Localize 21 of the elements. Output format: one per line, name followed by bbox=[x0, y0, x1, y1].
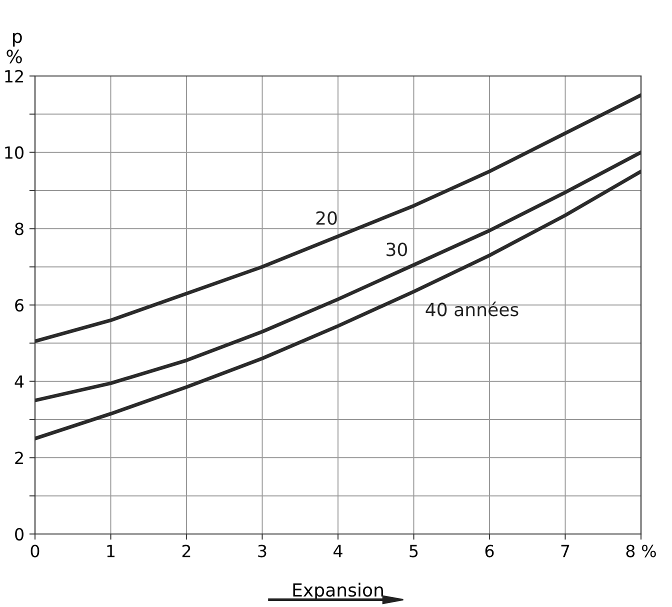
series-label: 30 bbox=[386, 242, 407, 256]
x-axis-title: Expansion bbox=[293, 582, 383, 600]
y-tick-label: 12 bbox=[5, 70, 23, 82]
y-tick-label: 10 bbox=[5, 146, 24, 159]
x-tick-label: 8 % bbox=[626, 544, 656, 558]
y-tick-label: 6 bbox=[15, 298, 24, 312]
x-tick-label: 2 bbox=[182, 544, 190, 558]
y-tick-label: 8 bbox=[15, 222, 24, 236]
x-tick-label: 3 bbox=[258, 544, 266, 558]
series-label: 20 bbox=[316, 211, 337, 225]
y-tick-label: 4 bbox=[14, 376, 24, 388]
x-tick-label: 6 bbox=[485, 544, 494, 558]
x-tick-label: 1 bbox=[107, 544, 115, 558]
x-tick-label: 5 bbox=[410, 544, 418, 558]
y-axis-title: p % bbox=[6, 32, 22, 64]
series-label: 40 années bbox=[426, 302, 518, 316]
x-tick-label: 7 bbox=[561, 544, 570, 558]
y-tick-label: 0 bbox=[15, 528, 24, 541]
x-tick-label: 0 bbox=[30, 544, 40, 558]
x-tick-label: 4 bbox=[334, 544, 342, 558]
y-tick-label: 2 bbox=[15, 452, 23, 464]
